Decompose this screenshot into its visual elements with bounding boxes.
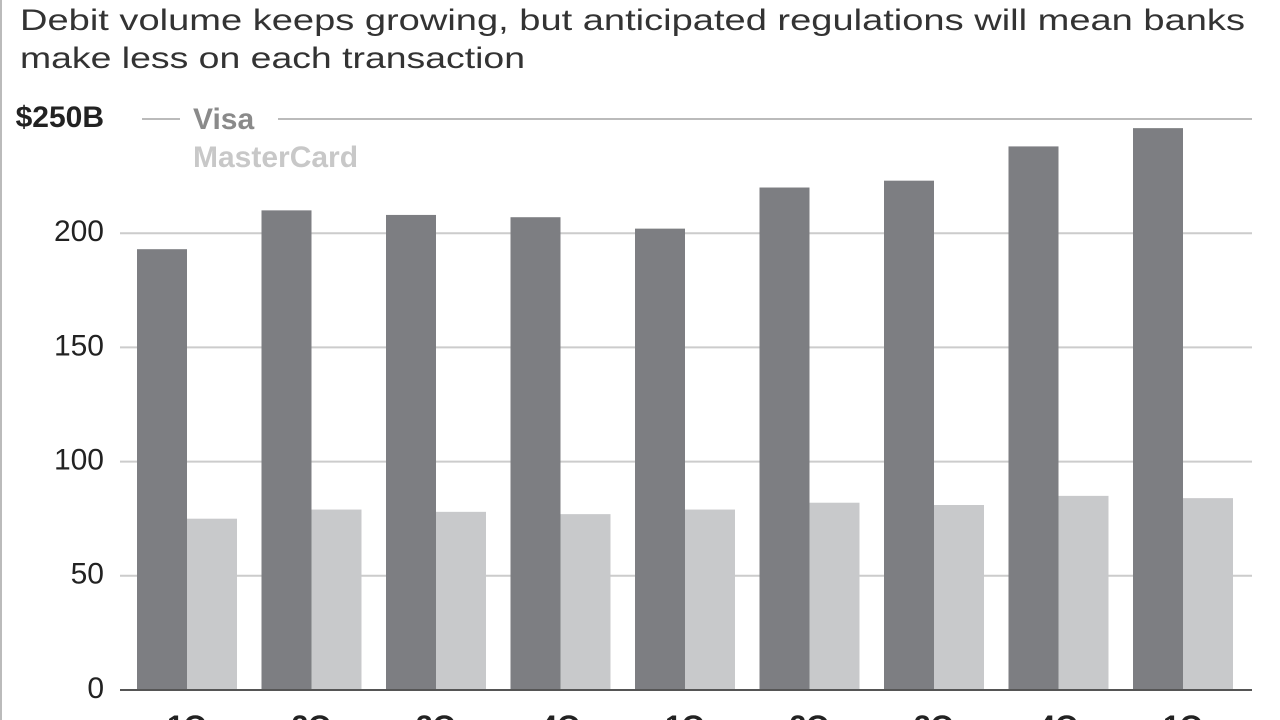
x-tick-label: 1Q (1163, 710, 1203, 720)
bar (685, 509, 735, 690)
y-tick-label: $250B (16, 101, 104, 134)
bar (187, 518, 237, 690)
legend-label: MasterCard (193, 141, 358, 174)
chart-title: make less on each transaction (20, 42, 525, 75)
bar (1133, 128, 1183, 691)
x-tick-label: 1Q (167, 710, 207, 720)
x-tick-label: 3Q (914, 710, 954, 720)
bar (884, 180, 934, 690)
legend-label: Visa (193, 103, 254, 136)
x-tick-label: 3Q (416, 710, 456, 720)
bar (759, 187, 810, 690)
bar (261, 210, 312, 691)
x-tick-label: 4Q (1038, 710, 1078, 720)
bar (934, 504, 984, 690)
y-tick-label: 100 (54, 444, 104, 477)
y-tick-label: 200 (54, 215, 104, 248)
bar (1008, 146, 1059, 690)
bar (311, 509, 362, 690)
y-tick-label: 150 (54, 329, 104, 362)
x-tick-label: 2Q (789, 710, 829, 720)
bar (635, 228, 685, 690)
y-tick-label: 0 (87, 672, 104, 705)
chart-title: Debit volume keeps growing, but anticipa… (20, 4, 1245, 37)
bar (137, 249, 187, 691)
x-tick-label: 1Q (665, 710, 705, 720)
bar (386, 214, 436, 691)
bar (436, 511, 486, 690)
y-tick-label: 50 (71, 558, 104, 591)
bar (560, 514, 611, 690)
bar (809, 502, 860, 690)
bar (1183, 498, 1233, 690)
x-tick-label: 2Q (291, 710, 331, 720)
bar (1058, 495, 1109, 690)
bar (510, 217, 561, 690)
x-tick-label: 4Q (540, 710, 580, 720)
